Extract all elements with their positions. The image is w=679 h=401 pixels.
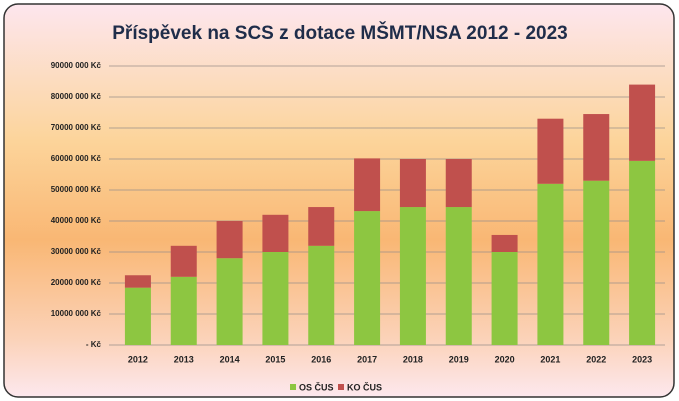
y-tick-label: 20000 000 Kč	[51, 278, 102, 287]
chart-title: Příspěvek na SCS z dotace MŠMT/NSA 2012 …	[112, 22, 567, 44]
bar-segment	[583, 180, 610, 345]
x-tick-label: 2013	[174, 354, 194, 364]
x-tick-label: 2018	[403, 354, 423, 364]
x-tick-label: 2019	[449, 354, 469, 364]
x-tick-label: 2021	[540, 354, 560, 364]
y-tick-label: 90000 000 Kč	[51, 61, 102, 70]
bar-segment	[445, 159, 472, 208]
x-tick-label: 2020	[495, 354, 515, 364]
legend-swatch	[290, 384, 296, 390]
bar-segment	[308, 207, 335, 246]
bar-segment	[216, 258, 243, 345]
x-tick-label: 2017	[357, 354, 377, 364]
bar-segment	[583, 114, 610, 181]
bar-segment	[399, 207, 426, 345]
bar-segment	[629, 160, 656, 345]
x-tick-label: 2014	[220, 354, 240, 364]
legend-label: OS ČUS	[299, 381, 334, 392]
y-tick-label: 80000 000 Kč	[51, 92, 102, 101]
legend-label: KO ČUS	[347, 381, 382, 392]
bar-segment	[170, 245, 197, 277]
y-tick-label: 70000 000 Kč	[51, 123, 102, 132]
bar-segment	[445, 207, 472, 345]
bar-segment	[629, 84, 656, 161]
x-tick-label: 2015	[265, 354, 285, 364]
bar-segment	[537, 118, 564, 184]
legend-swatch	[338, 384, 344, 390]
chart-frame	[3, 3, 675, 398]
y-tick-label: 10000 000 Kč	[51, 309, 102, 318]
bar-segment	[354, 158, 381, 212]
bar-segment	[308, 245, 335, 345]
bar-segment	[170, 276, 197, 345]
y-tick-label: 30000 000 Kč	[51, 247, 102, 256]
bar-segment	[399, 159, 426, 208]
bar-segment	[354, 211, 381, 345]
x-tick-label: 2012	[128, 354, 148, 364]
bar-segment	[216, 221, 243, 259]
bar-segment	[262, 214, 289, 252]
x-tick-label: 2016	[311, 354, 331, 364]
bar-segment	[491, 234, 518, 252]
x-tick-label: 2022	[586, 354, 606, 364]
bar-segment	[491, 252, 518, 345]
bar-segment	[124, 287, 151, 345]
bar-segment	[262, 252, 289, 345]
x-tick-label: 2023	[632, 354, 652, 364]
bar-segment	[537, 183, 564, 345]
y-tick-label: 40000 000 Kč	[51, 216, 102, 225]
y-tick-label: - Kč	[86, 340, 102, 349]
y-tick-label: 50000 000 Kč	[51, 185, 102, 194]
y-tick-label: 60000 000 Kč	[51, 154, 102, 163]
bar-segment	[124, 275, 151, 288]
